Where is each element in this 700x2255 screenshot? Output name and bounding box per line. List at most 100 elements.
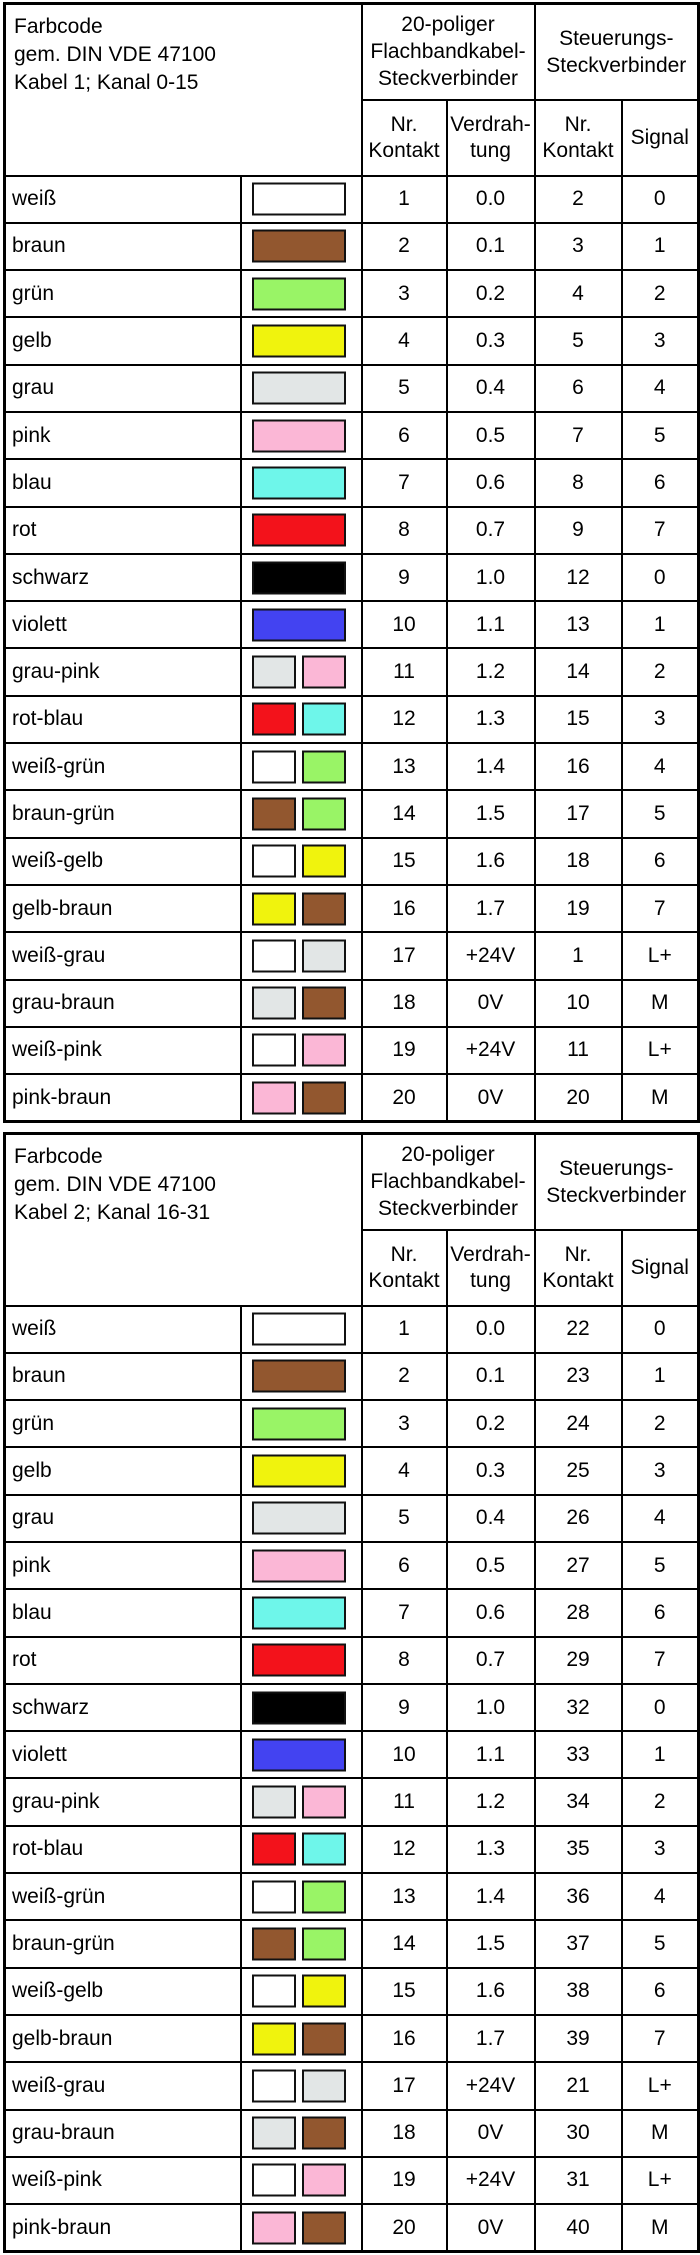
contact-number: 13 — [360, 742, 448, 792]
wiring-value: 0.0 — [445, 174, 536, 224]
signal-value: 1 — [620, 221, 700, 272]
signal-value: 7 — [620, 2013, 700, 2064]
wiring-value: 0.6 — [445, 458, 536, 508]
table-row: schwarz 9 1.0 12 0 — [3, 552, 700, 603]
control-contact-number: 22 — [533, 1304, 623, 1354]
color-name: weiß — [3, 1304, 242, 1354]
color-swatch — [251, 324, 346, 358]
color-swatch — [251, 277, 346, 311]
control-contact-number: 5 — [533, 316, 623, 366]
signal-value: M — [620, 2203, 700, 2253]
header-line: Steuerungs- — [559, 26, 674, 50]
contact-number: 1 — [360, 174, 448, 224]
color-swatch — [301, 1880, 346, 1914]
control-contact-number: 17 — [533, 789, 623, 839]
wiring-value: 1.0 — [445, 552, 536, 603]
table-row: rot-blau 12 1.3 15 3 — [3, 694, 700, 745]
color-swatch — [251, 1312, 346, 1346]
contact-number: 9 — [360, 552, 448, 603]
contact-number: 18 — [360, 2108, 448, 2158]
table-row: grün 3 0.2 24 2 — [3, 1399, 700, 1449]
table-row: gelb-braun 16 1.7 19 7 — [3, 883, 700, 934]
wiring-value: +24V — [445, 1025, 536, 1076]
control-contact-number: 21 — [533, 2061, 623, 2111]
color-name: gelb — [3, 316, 242, 366]
color-name: grün — [3, 1399, 242, 1449]
control-contact-number: 14 — [533, 647, 623, 697]
color-swatch — [251, 182, 346, 216]
color-swatch-cell — [239, 363, 363, 413]
color-swatch-cell — [239, 1304, 363, 1354]
contact-number: 4 — [360, 1446, 448, 1496]
color-name: grau-braun — [3, 2108, 242, 2158]
wiring-value: 0.1 — [445, 1351, 536, 1402]
control-contact-number: 32 — [533, 1682, 623, 1733]
signal-value: 7 — [620, 883, 700, 934]
signal-value: 3 — [620, 316, 700, 366]
signal-value: 7 — [620, 505, 700, 555]
color-name: rot — [3, 505, 242, 555]
header-line: Kontakt — [542, 1268, 614, 1292]
table-row: blau 7 0.6 8 6 — [3, 458, 700, 508]
signal-value: 2 — [620, 1399, 700, 1449]
wiring-value: 1.4 — [445, 742, 536, 792]
wiring-value: 0.6 — [445, 1588, 536, 1638]
control-contact-number: 37 — [533, 1919, 623, 1969]
color-code-table-cable-1: Farbcode gem. DIN VDE 47100 Kabel 1; Kan… — [3, 2, 700, 1123]
control-contact-number: 11 — [533, 1025, 623, 1076]
contact-number: 2 — [360, 1351, 448, 1402]
color-swatch-cell — [239, 552, 363, 603]
signal-value: 7 — [620, 1635, 700, 1685]
title-line: gem. DIN VDE 47100 — [14, 1173, 216, 1196]
color-name: rot-blau — [3, 1824, 242, 1875]
wiring-value: 1.7 — [445, 883, 536, 934]
color-swatch-cell — [239, 647, 363, 697]
color-name: weiß — [3, 174, 242, 224]
color-swatch — [251, 466, 346, 500]
color-name: grau — [3, 1493, 242, 1543]
control-contact-number: 26 — [533, 1493, 623, 1543]
color-swatch — [251, 1880, 296, 1914]
wiring-value: 0V — [445, 1073, 536, 1123]
color-name: weiß-grün — [3, 1872, 242, 1922]
color-swatch — [301, 2163, 346, 2197]
color-swatch — [301, 892, 346, 926]
ribbon-connector-header: 20-poliger Flachbandkabel- Steckverbinde… — [360, 1132, 536, 1231]
color-swatch — [251, 1549, 346, 1583]
header-line: tung — [470, 1268, 511, 1292]
color-name: weiß-gelb — [3, 836, 242, 886]
header-line: Steuerungs- — [559, 1156, 674, 1180]
control-contact-number: 24 — [533, 1399, 623, 1449]
table-row: weiß 1 0.0 22 0 — [3, 1304, 700, 1354]
color-swatch-cell — [239, 1493, 363, 1543]
table-row: braun 2 0.1 3 1 — [3, 221, 700, 272]
contact-number: 14 — [360, 789, 448, 839]
table-row: blau 7 0.6 28 6 — [3, 1588, 700, 1638]
signal-value: 4 — [620, 742, 700, 792]
control-contact-number: 7 — [533, 410, 623, 461]
contact-number: 3 — [360, 269, 448, 319]
table-row: pink 6 0.5 27 5 — [3, 1540, 700, 1591]
contact-number: 14 — [360, 1919, 448, 1969]
control-contact-number: 31 — [533, 2155, 623, 2206]
color-swatch-cell — [239, 600, 363, 650]
color-swatch-cell — [239, 1588, 363, 1638]
table-row: gelb 4 0.3 5 3 — [3, 316, 700, 366]
color-swatch-cell — [239, 1730, 363, 1780]
wiring-value: 0V — [445, 978, 536, 1028]
control-contact-number: 30 — [533, 2108, 623, 2158]
signal-value: L+ — [620, 931, 700, 981]
signal-value: 2 — [620, 1777, 700, 1827]
color-swatch — [301, 986, 346, 1020]
contact-number: 1 — [360, 1304, 448, 1354]
contact-number: 15 — [360, 1966, 448, 2016]
color-swatch — [251, 1927, 296, 1961]
signal-value: 0 — [620, 552, 700, 603]
table-row: rot 8 0.7 9 7 — [3, 505, 700, 555]
header-line: Steckverbinder — [546, 53, 687, 77]
color-swatch — [251, 702, 296, 736]
color-name: weiß-grau — [3, 2061, 242, 2111]
color-swatch-cell — [239, 2108, 363, 2158]
signal-value: 2 — [620, 269, 700, 319]
signal-value: 1 — [620, 1351, 700, 1402]
